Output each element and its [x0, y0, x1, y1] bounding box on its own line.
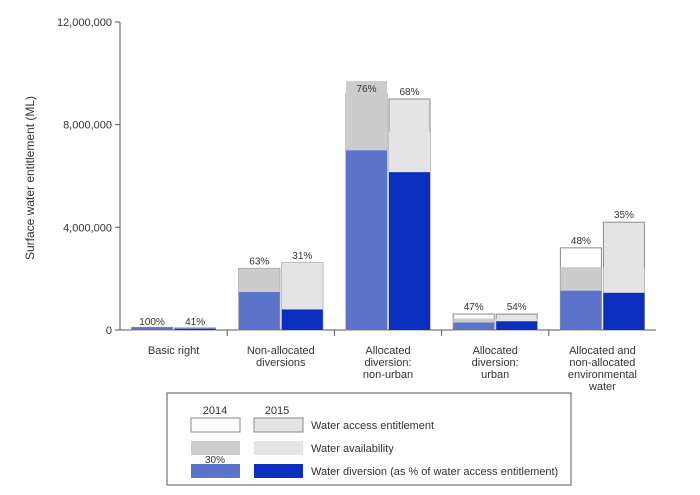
category-label: Allocated and non-allocated environmental w… [568, 345, 637, 393]
category-label: Allocated diversion: non-urban [363, 345, 413, 381]
bar-diversion-2014 [560, 290, 602, 330]
percent-label-2014: 100% [139, 317, 165, 328]
category-label-line: Allocated [473, 345, 518, 357]
legend-diversion-2015 [254, 464, 303, 478]
legend-sample-percent: 30% [205, 455, 225, 466]
category-label-line: Non-allocated [247, 345, 315, 357]
category-label-line: diversion: [364, 357, 411, 369]
bar-diversion-2015 [389, 172, 430, 330]
category-label-line: Allocated and [569, 345, 636, 357]
category-label-line: environmental [568, 369, 637, 381]
bar-diversion-2015 [496, 321, 538, 330]
legend-entitlement-2015 [253, 417, 304, 433]
y-tick-label: 0 [106, 325, 112, 337]
percent-label-2014: 48% [571, 236, 591, 247]
bars [131, 81, 645, 331]
category-label-line: Allocated [365, 345, 410, 357]
percent-label-2014: 47% [464, 302, 484, 313]
bar-diversion-2014 [131, 327, 173, 330]
percent-label-2014: 63% [249, 256, 269, 267]
bar-diversion-2015 [281, 309, 323, 330]
category-label-line: urban [481, 369, 509, 381]
bar-diversion-2015 [174, 328, 216, 330]
legend: 2014 2015 Water access entitlement Water… [166, 392, 572, 486]
category-label-line: diversions [256, 357, 306, 369]
bar-diversion-2014 [453, 322, 495, 330]
legend-year-2015: 2015 [265, 405, 289, 417]
category-label: Non-allocated diversions [247, 345, 315, 369]
legend-label-availability: Water availability [311, 443, 394, 455]
category-label: Basic right [148, 345, 199, 357]
category-label: Allocated diversion: urban [472, 345, 519, 381]
category-label-line: Basic right [148, 345, 199, 357]
legend-label-entitlement: Water access entitlement [311, 420, 434, 432]
y-tick-label: 4,000,000 [63, 222, 112, 234]
category-label-line: non-urban [363, 369, 413, 381]
legend-availability-2014 [191, 441, 240, 455]
legend-year-2014: 2014 [203, 405, 227, 417]
legend-availability-2015 [254, 441, 303, 455]
percent-label-2015: 31% [292, 251, 312, 262]
legend-entitlement-2014 [190, 417, 241, 433]
percent-label-2014: 76% [356, 84, 376, 95]
bar-diversion-2014 [238, 292, 280, 330]
y-axis-title: Surface water entitlement (ML) [23, 96, 37, 260]
percent-label-2015: 35% [614, 210, 634, 221]
category-label-line: non-allocated [569, 357, 635, 369]
y-tick-label: 8,000,000 [63, 120, 112, 132]
category-label-line: diversion: [472, 357, 519, 369]
y-tick-label: 12,000,000 [57, 17, 112, 29]
bar-diversion-2015 [603, 292, 645, 330]
percent-label-2015: 68% [399, 87, 419, 98]
percent-label-2015: 41% [185, 317, 205, 328]
bar-diversion-2014 [346, 150, 387, 330]
category-label-line: water [588, 381, 616, 393]
legend-diversion-2014 [191, 464, 240, 478]
percent-label-2015: 54% [507, 302, 527, 313]
legend-label-diversion: Water diversion (as % of water access en… [311, 466, 558, 478]
